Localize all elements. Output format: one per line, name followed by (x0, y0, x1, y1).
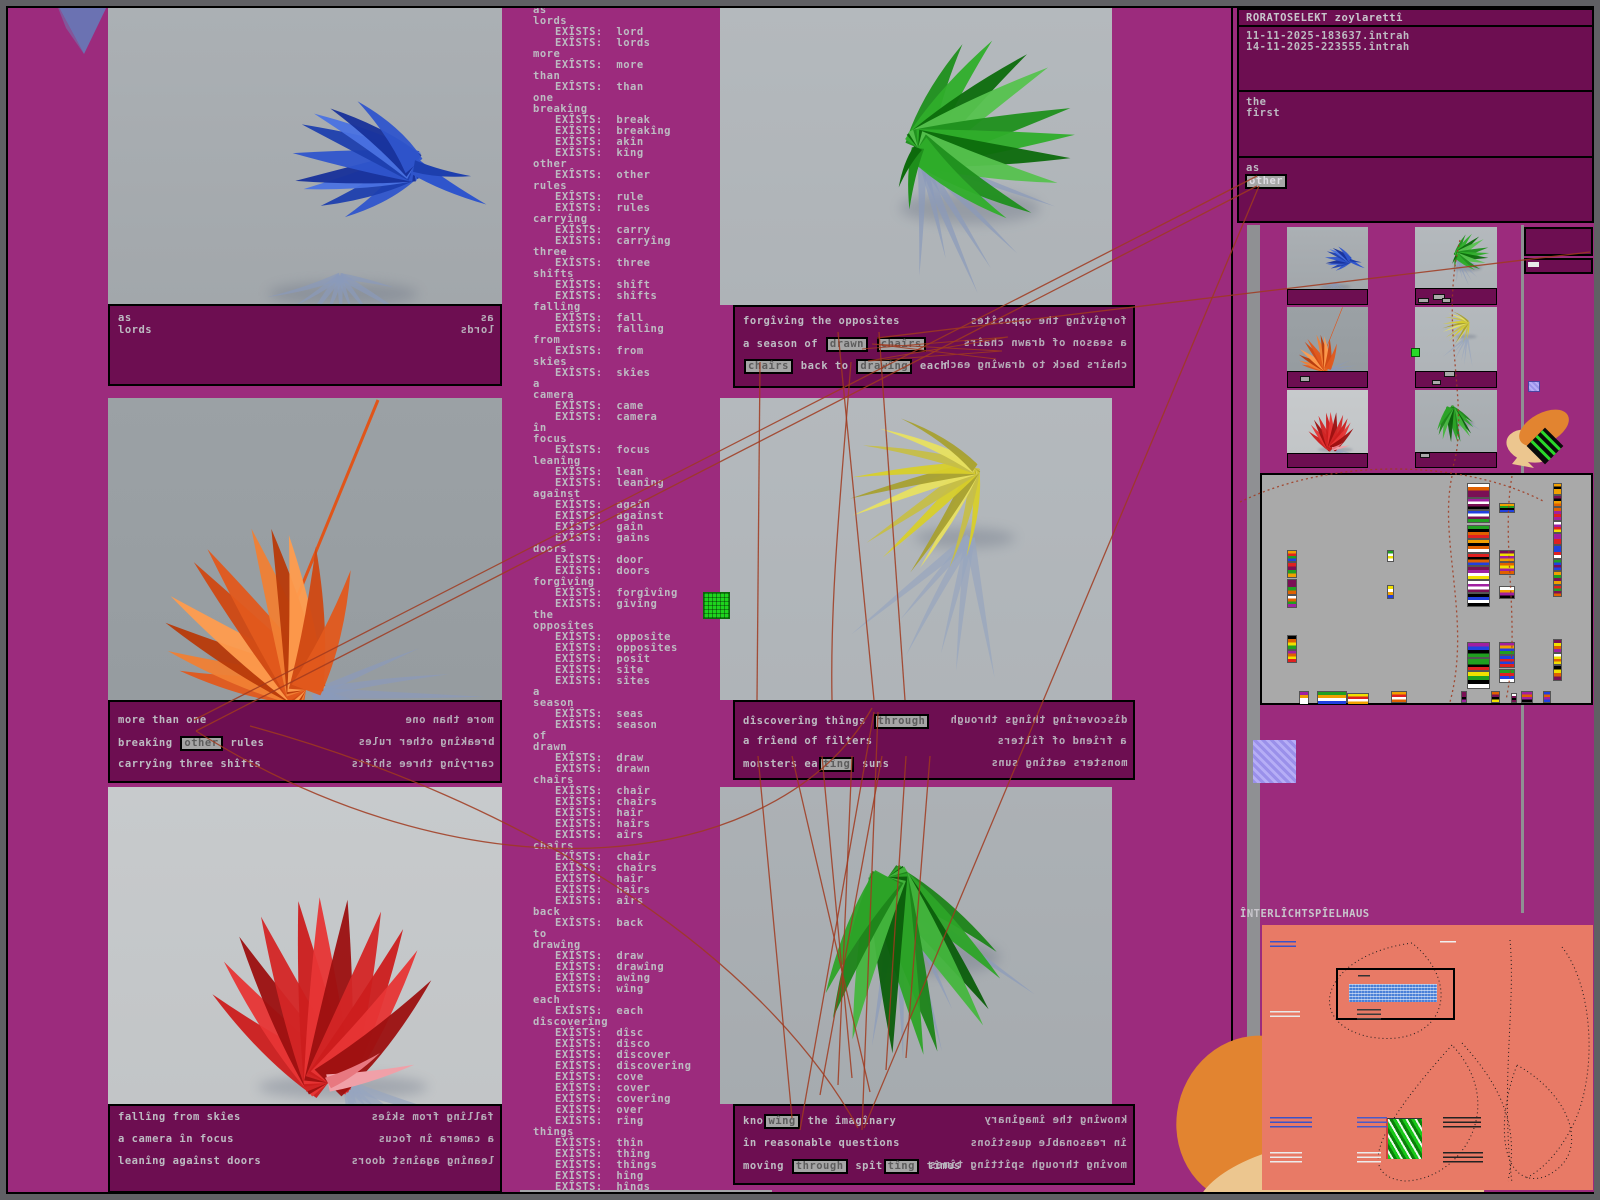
mini-panel-box (1524, 227, 1593, 256)
sidebar-title: RORATOSELEKT zoylarettî (1246, 12, 1403, 24)
word-line: breakîng (533, 103, 588, 115)
sidebar-files-section: 11-11-2025-183637.întrah 14-11-2025-22355… (1239, 27, 1592, 92)
microtext-lines (1270, 1011, 1300, 1019)
caption-text: în reasonable questîons (743, 1137, 900, 1149)
exists-line: EXÎSTS: thîng (555, 1148, 651, 1160)
mini-highlight-box (1300, 376, 1310, 382)
microtext-lines (1443, 1117, 1481, 1129)
exists-line: EXÎSTS: breakîng (555, 125, 671, 137)
word-line: other (533, 158, 568, 170)
white-button[interactable] (1528, 262, 1539, 267)
thumbnail-more-than-one[interactable] (1287, 307, 1368, 371)
exists-line: EXÎSTS: thîn (555, 1137, 644, 1149)
caption-line: movîng through spît tîng tîmes (743, 1159, 961, 1174)
doodle-frame-rect (1336, 968, 1455, 1020)
phrase-line-first: fîrst (1246, 107, 1281, 119)
thumbnail-discovering-things-through[interactable] (1415, 307, 1497, 371)
caption-line: as (118, 312, 132, 324)
caption-text: leanîng agaînst doors (118, 1155, 262, 1167)
microtext-lines (1270, 1152, 1302, 1164)
doodle-sketch (1329, 939, 1590, 1184)
sidebar-title-section: RORATOSELEKT zoylarettî (1239, 10, 1592, 27)
green-striped-swatch (1386, 1118, 1422, 1159)
file-item[interactable]: 14-11-2025-223555.întrah (1246, 41, 1410, 53)
purple-mini-swatch (1528, 381, 1540, 392)
microtext-lines (1270, 1117, 1312, 1129)
sidebar-phrase-section: the fîrst (1239, 92, 1592, 158)
exists-line: EXÎSTS: other (555, 169, 651, 181)
caption-text: lords (118, 324, 153, 336)
logo-icon (1506, 409, 1569, 468)
thumbnail-falling-from-skies[interactable] (1287, 390, 1368, 453)
blue-text-block (1349, 984, 1437, 1002)
mini-toolbar (1524, 258, 1593, 274)
microtext-lines (1440, 941, 1456, 945)
exists-line: EXÎSTS: kîng (555, 147, 644, 159)
thumbnail-knowing-the-imaginary[interactable] (1415, 390, 1497, 452)
mini-highlight-box (1418, 298, 1429, 303)
phrase-as: as (1246, 162, 1260, 174)
corner-triangle-decoration (55, 0, 110, 54)
exists-line: EXÎSTS: lords (555, 37, 651, 49)
caption-line: lords (118, 324, 152, 336)
mini-highlight-box (1442, 298, 1451, 303)
exists-line: EXÎSTS: lord (555, 26, 644, 38)
word-line: one (533, 92, 554, 104)
exists-line: EXÎSTS: akîn (555, 136, 644, 148)
exists-line: EXÎSTS: break (555, 114, 651, 126)
caption-text: a camera în focus (118, 1133, 234, 1145)
word-line: lords (533, 15, 568, 27)
caption-line: a camera în focus (118, 1133, 234, 1145)
exists-line: EXÎSTS: more (555, 59, 644, 71)
caption-line: more than one (118, 714, 207, 726)
mini-highlight-box (1444, 371, 1455, 377)
caption-text: fallîng from skîes (118, 1111, 241, 1123)
lavender-swatch[interactable] (1253, 740, 1296, 783)
thumbnail-caption (1287, 289, 1368, 305)
exists-line: EXÎSTS: hîng (555, 1170, 644, 1182)
caption-line: în reasonable questîons (743, 1137, 900, 1149)
interlicht-panel (1262, 925, 1593, 1190)
thumbnail-forgiving-the-opposites[interactable] (1415, 227, 1497, 288)
microtext-lines (1358, 975, 1370, 979)
exists-line: EXÎSTS: than (555, 81, 644, 93)
caption-text: more than one (118, 714, 207, 726)
caption-text: tîmes (919, 1160, 961, 1172)
caption-text: movîng (743, 1160, 791, 1172)
word-line: as (533, 4, 547, 16)
barcode-panel (1260, 473, 1593, 705)
highlighted-word[interactable]: tîng (883, 1159, 919, 1174)
caption-line: fallîng from skîes (118, 1111, 241, 1123)
thumbnail-caption (1287, 453, 1368, 468)
thumbnail-as-lords[interactable] (1287, 227, 1368, 289)
word-line: than (533, 70, 561, 82)
microtext-lines (1443, 1152, 1483, 1164)
microtext-lines (1357, 1009, 1381, 1021)
interlicht-label: ÎNTERLÎCHTSPÎELHAUS (1240, 908, 1370, 920)
caption-text: spît (848, 1160, 883, 1172)
exists-line: EXÎSTS: hîngs (555, 1181, 651, 1193)
caption-line: leanîng agaînst doors (118, 1155, 261, 1167)
thumbnail-caption (1415, 371, 1497, 388)
exists-line: EXÎSTS: thîngs (555, 1159, 658, 1171)
caption-text: breakîng (118, 737, 180, 749)
word-line: more (533, 48, 561, 60)
thumbnail-caption (1287, 371, 1368, 388)
word-line: thîngs (533, 1126, 574, 1138)
phrase-line-the: the (1246, 96, 1267, 108)
green-mini-marker (1411, 348, 1420, 357)
mini-highlight-box (1420, 453, 1430, 458)
microtext-lines (1357, 1152, 1381, 1164)
file-item[interactable]: 11-11-2025-183637.întrah (1246, 30, 1410, 42)
mini-highlight-box (1432, 380, 1441, 385)
file-list: 11-11-2025-183637.întrah 14-11-2025-22355… (1246, 30, 1410, 53)
microtext-lines (1357, 1117, 1387, 1129)
highlighted-word[interactable]: through (791, 1159, 848, 1174)
sidebar-header: RORATOSELEKT zoylarettî 11-11-2025-18363… (1237, 8, 1594, 223)
caption-text: as (118, 312, 132, 324)
bottom-strip (520, 1190, 772, 1198)
microtext-lines (1270, 941, 1296, 947)
